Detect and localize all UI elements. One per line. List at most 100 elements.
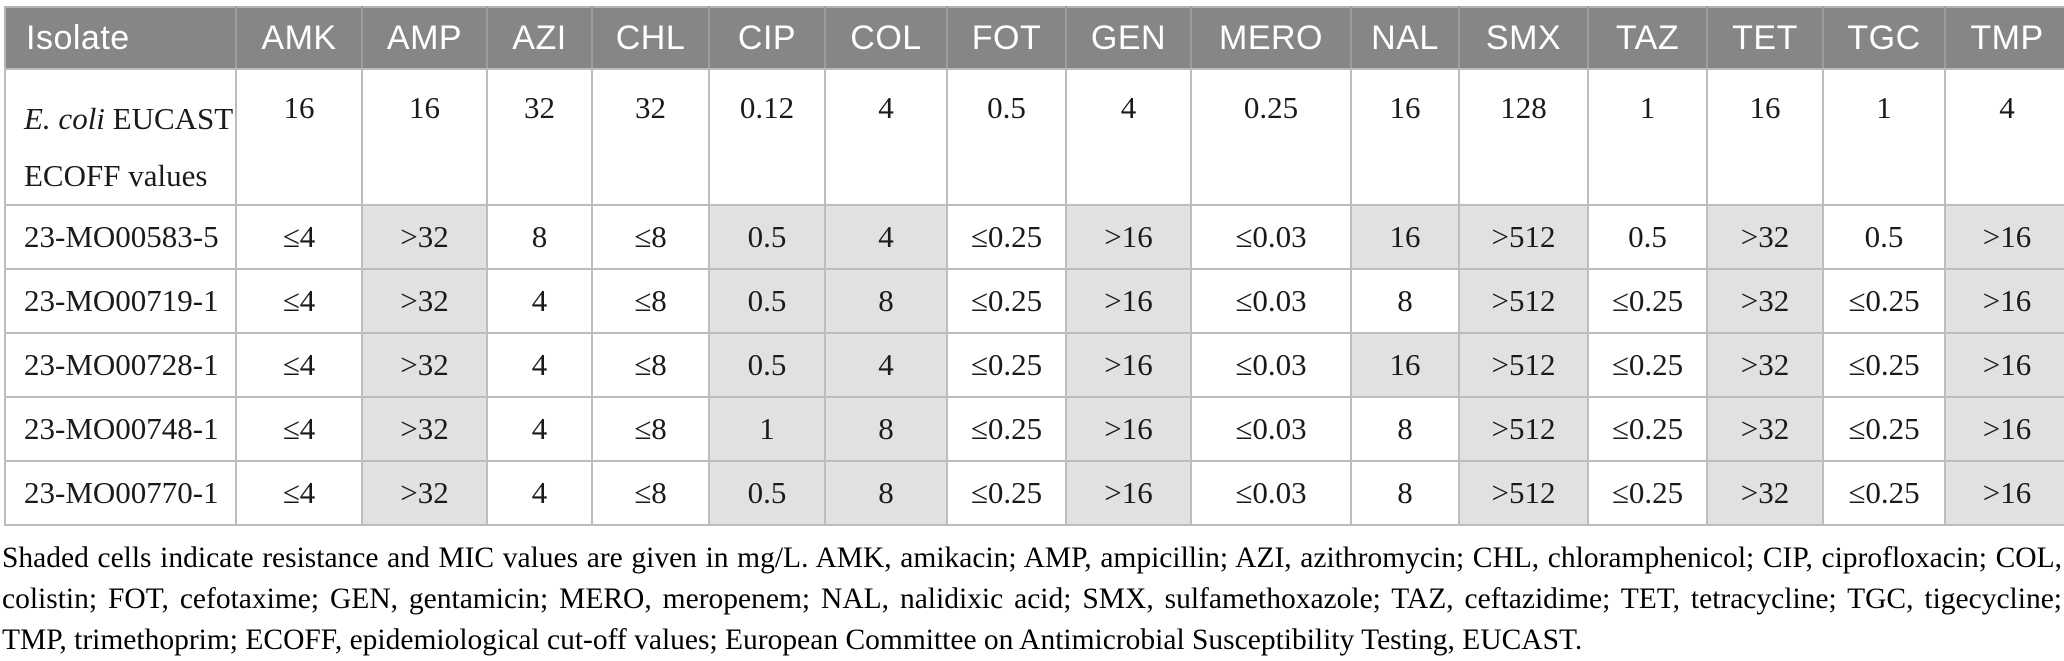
mic-cell-amk: ≤4 — [235, 204, 363, 270]
mic-cell-cip: 0.5 — [708, 460, 826, 526]
mic-cell-mero: ≤0.03 — [1190, 396, 1352, 462]
mic-cell-fot: 0.5 — [946, 68, 1067, 206]
table-row: 23-MO00770-1 ≤4 >32 4 ≤8 0.5 8 ≤0.25 >16 ≤0.03 8 >5… — [4, 460, 2064, 526]
column-header-fot: FOT — [946, 7, 1066, 70]
mic-cell-amk: ≤4 — [235, 268, 363, 334]
mic-cell-cip: 0.5 — [708, 204, 826, 270]
mic-cell-amp: >32 — [361, 204, 488, 270]
column-header-tmp: TMP — [1944, 7, 2064, 70]
mic-cell-amk: ≤4 — [235, 332, 363, 398]
mic-cell-cip: 1 — [708, 396, 826, 462]
isolate-cell: 23-MO00728-1 — [4, 332, 237, 398]
mic-cell-taz: ≤0.25 — [1587, 268, 1708, 334]
column-header-amp: AMP — [361, 7, 487, 70]
mic-cell-amk: 16 — [235, 68, 363, 206]
mic-cell-nal: 8 — [1350, 268, 1460, 334]
mic-cell-tgc: 1 — [1822, 68, 1946, 206]
table-footnote: Shaded cells indicate resistance and MIC… — [2, 542, 2062, 656]
table-row: 23-MO00583-5 ≤4 >32 8 ≤8 0.5 4 ≤0.25 >16 ≤0.03 16 >… — [4, 204, 2064, 270]
mic-cell-tgc: ≤0.25 — [1822, 332, 1946, 398]
mic-cell-gen: >16 — [1065, 268, 1192, 334]
mic-cell-tet: >32 — [1706, 396, 1824, 462]
mic-cell-amk: ≤4 — [235, 460, 363, 526]
mic-cell-amp: 16 — [361, 68, 488, 206]
mic-cell-taz: 1 — [1587, 68, 1708, 206]
mic-cell-taz: 0.5 — [1587, 204, 1708, 270]
column-header-col: COL — [824, 7, 947, 70]
isolate-cell: 23-MO00770-1 — [4, 460, 237, 526]
mic-cell-nal: 16 — [1350, 332, 1460, 398]
mic-cell-mero: ≤0.03 — [1190, 460, 1352, 526]
mic-cell-chl: ≤8 — [591, 204, 710, 270]
mic-cell-gen: 4 — [1065, 68, 1192, 206]
mic-cell-cip: 0.5 — [708, 332, 826, 398]
mic-cell-chl: ≤8 — [591, 268, 710, 334]
mic-cell-tet: >32 — [1706, 460, 1824, 526]
mic-cell-col: 4 — [824, 332, 948, 398]
table-body: E. coli EUCAST ECOFF values 16 16 32 32 0.12 4 0… — [4, 68, 2064, 526]
table-row: E. coli EUCAST ECOFF values 16 16 32 32 0.12 4 0… — [4, 68, 2064, 206]
isolate-cell: E. coli EUCAST ECOFF values — [4, 68, 237, 206]
mic-cell-smx: >512 — [1458, 332, 1589, 398]
table-row: 23-MO00728-1 ≤4 >32 4 ≤8 0.5 4 ≤0.25 >16 ≤0.03 16 >… — [4, 332, 2064, 398]
mic-cell-col: 4 — [824, 68, 948, 206]
mic-cell-taz: ≤0.25 — [1587, 332, 1708, 398]
mic-cell-taz: ≤0.25 — [1587, 460, 1708, 526]
column-header-nal: NAL — [1350, 7, 1459, 70]
mic-cell-tmp: >16 — [1944, 460, 2064, 526]
mic-cell-smx: 128 — [1458, 68, 1589, 206]
column-header-amk: AMK — [235, 7, 362, 70]
mic-cell-chl: ≤8 — [591, 332, 710, 398]
mic-cell-azi: 32 — [486, 68, 593, 206]
mic-cell-mero: 0.25 — [1190, 68, 1352, 206]
column-header-mero: MERO — [1190, 7, 1351, 70]
mic-cell-smx: >512 — [1458, 460, 1589, 526]
mic-table: Isolate AMK AMP AZI CHL CIP COL FOT GEN MERO NAL SM… — [4, 6, 2064, 526]
mic-cell-mero: ≤0.03 — [1190, 268, 1352, 334]
mic-cell-amp: >32 — [361, 268, 488, 334]
column-header-taz: TAZ — [1587, 7, 1707, 70]
mic-cell-azi: 8 — [486, 204, 593, 270]
header-row: Isolate AMK AMP AZI CHL CIP COL FOT GEN MERO NAL SM… — [5, 7, 2064, 70]
mic-cell-gen: >16 — [1065, 460, 1192, 526]
mic-cell-tet: >32 — [1706, 332, 1824, 398]
mic-cell-fot: ≤0.25 — [946, 460, 1067, 526]
column-header-gen: GEN — [1065, 7, 1191, 70]
mic-cell-fot: ≤0.25 — [946, 332, 1067, 398]
mic-cell-col: 8 — [824, 268, 948, 334]
mic-cell-smx: >512 — [1458, 204, 1589, 270]
mic-cell-smx: >512 — [1458, 396, 1589, 462]
mic-cell-nal: 16 — [1350, 204, 1460, 270]
isolate-cell: 23-MO00719-1 — [4, 268, 237, 334]
mic-cell-azi: 4 — [486, 460, 593, 526]
mic-cell-taz: ≤0.25 — [1587, 396, 1708, 462]
mic-cell-tgc: ≤0.25 — [1822, 396, 1946, 462]
mic-cell-amk: ≤4 — [235, 396, 363, 462]
mic-cell-cip: 0.12 — [708, 68, 826, 206]
mic-cell-tet: >32 — [1706, 204, 1824, 270]
isolate-cell: 23-MO00748-1 — [4, 396, 237, 462]
mic-cell-tmp: >16 — [1944, 396, 2064, 462]
column-header-tgc: TGC — [1822, 7, 1945, 70]
mic-cell-smx: >512 — [1458, 268, 1589, 334]
mic-cell-tmp: >16 — [1944, 204, 2064, 270]
mic-cell-chl: ≤8 — [591, 396, 710, 462]
mic-cell-amp: >32 — [361, 332, 488, 398]
column-header-tet: TET — [1706, 7, 1823, 70]
mic-cell-tmp: >16 — [1944, 268, 2064, 334]
table-header: Isolate AMK AMP AZI CHL CIP COL FOT GEN MERO NAL SM… — [5, 7, 2064, 70]
mic-cell-chl: ≤8 — [591, 460, 710, 526]
mic-cell-mero: ≤0.03 — [1190, 332, 1352, 398]
mic-cell-tet: >32 — [1706, 268, 1824, 334]
mic-cell-fot: ≤0.25 — [946, 204, 1067, 270]
mic-cell-azi: 4 — [486, 396, 593, 462]
column-header-cip: CIP — [708, 7, 825, 70]
mic-cell-tgc: ≤0.25 — [1822, 460, 1946, 526]
mic-cell-gen: >16 — [1065, 396, 1192, 462]
mic-cell-fot: ≤0.25 — [946, 396, 1067, 462]
mic-cell-gen: >16 — [1065, 332, 1192, 398]
mic-cell-fot: ≤0.25 — [946, 268, 1067, 334]
mic-cell-nal: 8 — [1350, 460, 1460, 526]
column-header-chl: CHL — [591, 7, 709, 70]
isolate-cell: 23-MO00583-5 — [4, 204, 237, 270]
